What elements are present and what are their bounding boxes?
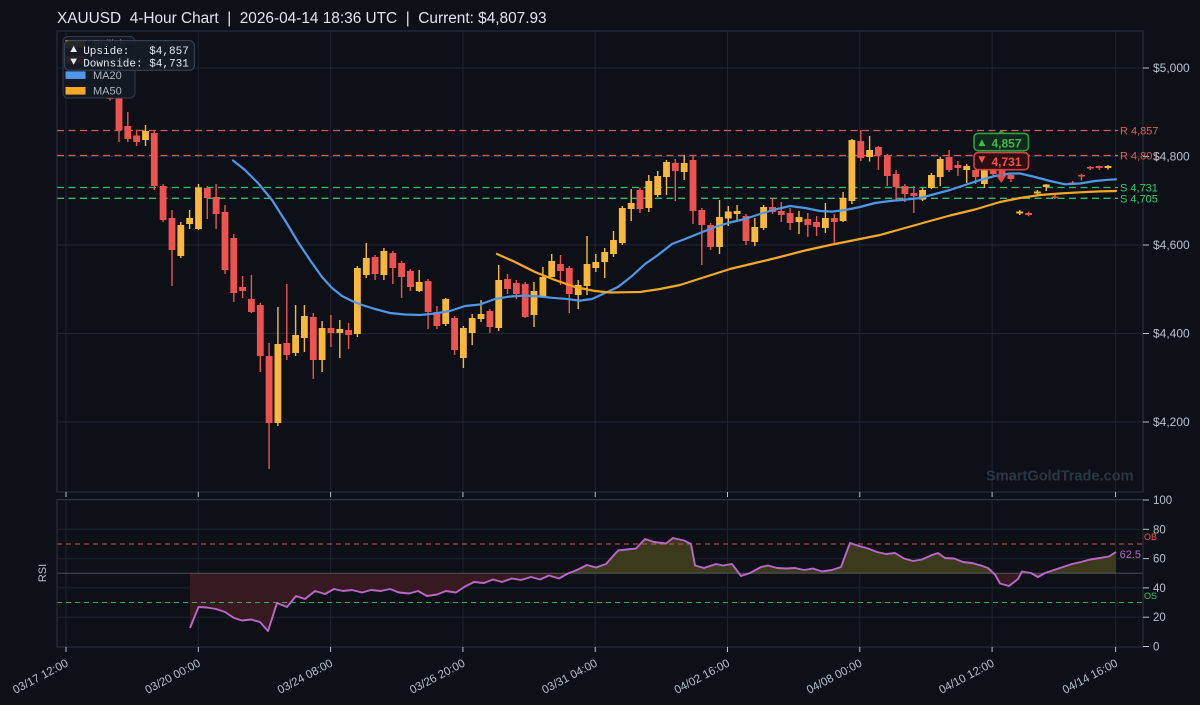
svg-text:4,857: 4,857	[991, 136, 1021, 150]
svg-text:$4,731: $4,731	[149, 58, 189, 70]
svg-text:R 4,857: R 4,857	[1120, 126, 1159, 138]
svg-text:S 4,731: S 4,731	[1120, 183, 1158, 195]
svg-text:60: 60	[1153, 554, 1166, 566]
svg-text:Downside:: Downside:	[83, 58, 142, 70]
svg-text:Upside:: Upside:	[83, 46, 129, 58]
svg-text:$4,857: $4,857	[149, 46, 189, 58]
svg-text:OB: OB	[1144, 532, 1157, 542]
svg-text:$4,800: $4,800	[1153, 150, 1190, 164]
svg-text:$4,400: $4,400	[1153, 327, 1190, 341]
svg-text:R 4,801: R 4,801	[1120, 151, 1159, 163]
svg-text:$4,200: $4,200	[1153, 415, 1190, 429]
svg-text:20: 20	[1153, 612, 1166, 624]
svg-text:0: 0	[1153, 642, 1159, 654]
svg-text:62.5: 62.5	[1120, 549, 1141, 561]
svg-text:S 4,705: S 4,705	[1120, 193, 1158, 205]
svg-text:SmartGoldTrade.com: SmartGoldTrade.com	[986, 469, 1134, 485]
svg-text:OS: OS	[1144, 591, 1157, 601]
svg-text:MA20: MA20	[93, 70, 122, 82]
svg-text:MA50: MA50	[93, 85, 122, 97]
svg-text:100: 100	[1153, 495, 1172, 507]
svg-text:4,731: 4,731	[991, 155, 1021, 169]
svg-text:40: 40	[1153, 583, 1166, 595]
svg-text:$4,600: $4,600	[1153, 238, 1190, 252]
svg-text:$5,000: $5,000	[1153, 61, 1190, 75]
svg-text:80: 80	[1153, 524, 1166, 536]
svg-text:RSI: RSI	[37, 564, 49, 582]
svg-text:XAUUSD 4-Hour Chart | 2026-: XAUUSD 4-Hour Chart | 2026-04-14 18:36 U…	[57, 10, 547, 27]
